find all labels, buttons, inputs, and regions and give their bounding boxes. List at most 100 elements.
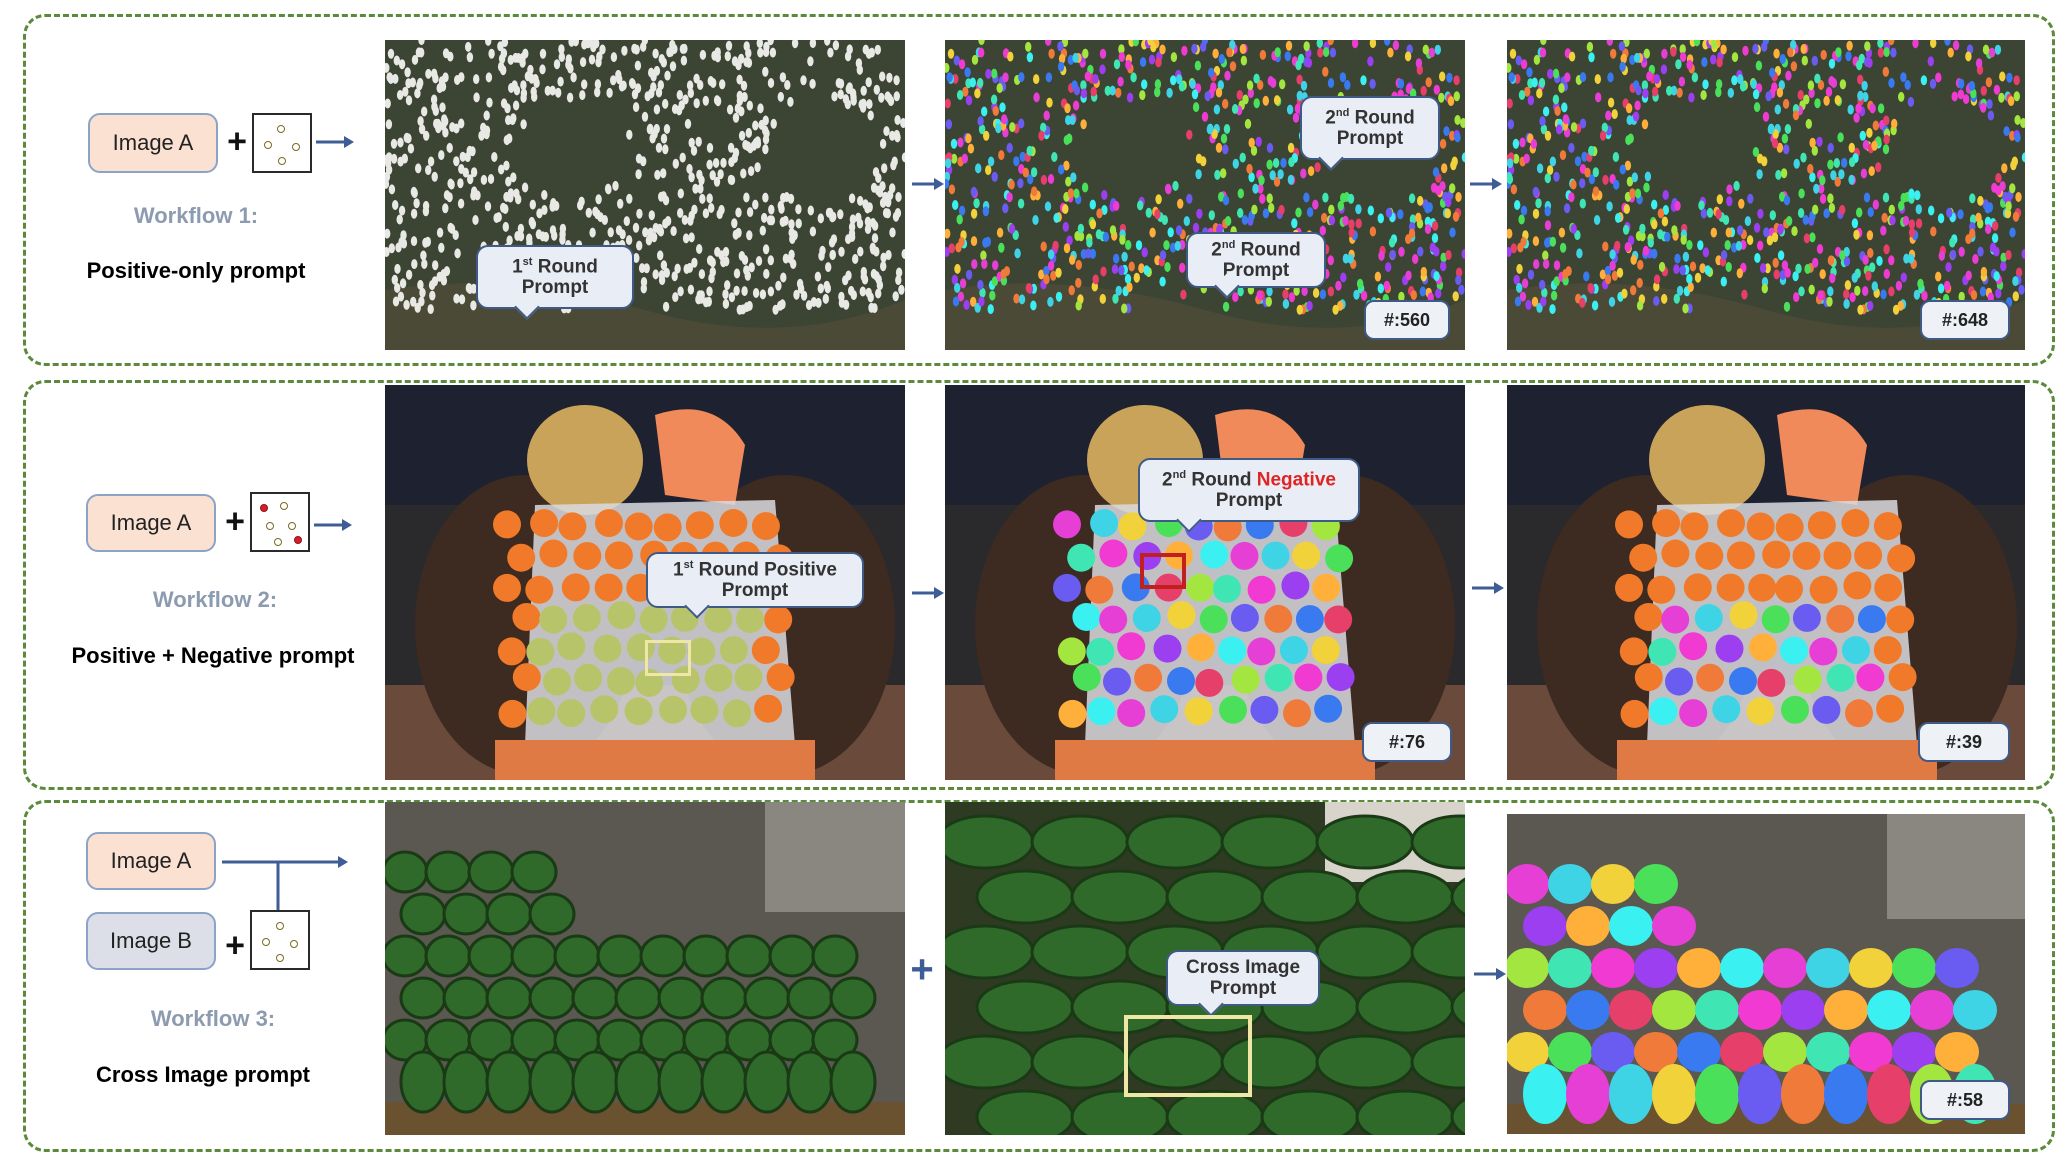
sheep-mark (1118, 52, 1125, 62)
sheep-segmented-image (945, 40, 1465, 350)
sheep-mark (438, 150, 445, 161)
sheep-mark (1700, 90, 1707, 101)
watermelon-mark (385, 850, 429, 894)
sheep-mark (671, 271, 678, 282)
fruit-mark (1117, 632, 1146, 661)
sheep-mark (1040, 122, 1047, 133)
sheep-mark (1606, 201, 1613, 212)
sheep-mark (653, 104, 661, 115)
sheep-mark (398, 59, 406, 70)
sheep-mark (399, 278, 407, 289)
sheep-mark (1800, 152, 1807, 163)
sheep-mark (502, 204, 509, 214)
sheep-mark (1662, 205, 1669, 215)
sheep-mark (1866, 127, 1873, 138)
sheep-mark (589, 227, 596, 238)
watermelon-mark (614, 1050, 662, 1114)
sheep-mark (1518, 90, 1526, 100)
workflow-1-subtitle: Positive-only prompt (86, 258, 306, 283)
sheep-mark (699, 49, 707, 60)
sheep-mark (881, 163, 888, 174)
sheep-mark (974, 88, 981, 99)
watermelon-mark (1450, 987, 1465, 1027)
sheep-mark (1951, 91, 1958, 102)
sheep-mark (441, 114, 448, 125)
sheep-mark (1756, 169, 1763, 180)
sheep-mark (1864, 41, 1871, 52)
fruit-mark (1717, 509, 1745, 538)
sheep-mark (1410, 290, 1417, 301)
sheep-mark (867, 110, 874, 121)
sheep-mark (1111, 264, 1119, 275)
sheep-mark (1183, 216, 1190, 227)
sheep-mark (1277, 169, 1284, 180)
sheep-mark (1947, 47, 1954, 58)
sheep-mark (1328, 215, 1336, 226)
cross-image-selection-box (1124, 1015, 1252, 1097)
sheep-mark (1194, 60, 1202, 71)
sheep-mark (514, 231, 521, 241)
sheep-mark (1433, 84, 1440, 95)
sheep-mark (462, 167, 469, 178)
sheep-mark (1229, 40, 1236, 50)
sheep-mark (663, 267, 670, 278)
sheep-mark (1224, 70, 1231, 81)
sheep-mark (1857, 304, 1864, 315)
sheep-mark (1172, 180, 1179, 191)
sheep-mark (1920, 75, 1928, 86)
sheep-mark (1985, 224, 1992, 235)
sheep-mark (1673, 293, 1680, 304)
sheep-mark (1601, 122, 1608, 133)
sheep-mark (1050, 270, 1057, 281)
fruit-mark (1886, 605, 1915, 634)
sheep-mark (985, 165, 992, 176)
watermelon-mark (1548, 1032, 1592, 1072)
sheep-mark (982, 237, 989, 248)
sheep-mark (1300, 168, 1307, 179)
sheep-mark (767, 286, 775, 297)
sheep-mark (1755, 60, 1763, 71)
sheep-mark (1999, 71, 2006, 82)
watermelon-mark (399, 1050, 447, 1114)
sheep-mark (2012, 211, 2020, 222)
fruit-mark (1186, 633, 1215, 662)
sheep-mark (1881, 212, 1888, 223)
sheep-mark (1047, 260, 1055, 271)
right-arrow-icon (316, 136, 354, 148)
sheep-mark (418, 47, 425, 58)
watermelon-mark (1763, 1032, 1807, 1072)
sheep-mark (650, 82, 657, 93)
sheep-mark (755, 256, 763, 266)
sheep-mark (977, 279, 984, 290)
sheep-mark (1069, 254, 1076, 265)
sheep-mark (977, 77, 984, 88)
sheep-mark (998, 242, 1005, 253)
fruit-mark (574, 663, 603, 692)
fruit-mark (1809, 575, 1838, 604)
sheep-mark (1532, 208, 1540, 219)
fruit-mark (1729, 601, 1758, 630)
count-badge: #:560 (1364, 300, 1450, 340)
sheep-mark (1791, 226, 1798, 237)
sheep-mark (1519, 137, 1526, 148)
sheep-mark (385, 98, 391, 109)
sheep-mark (1417, 246, 1424, 257)
fruit-mark (1312, 573, 1341, 602)
sheep-mark (487, 174, 495, 184)
sheep-mark (1301, 286, 1308, 297)
sheep-mark (669, 61, 677, 72)
sheep-mark (1609, 260, 1616, 271)
sheep-mark (1746, 235, 1754, 246)
sheep-mark (1256, 290, 1263, 301)
watermelon-mark (1355, 979, 1455, 1035)
sheep-mark (684, 118, 692, 129)
sheep-mark (1661, 48, 1668, 59)
sheep-mark (1716, 57, 1723, 68)
sheep-mark (1762, 111, 1770, 122)
sheep-mark (978, 124, 986, 135)
sheep-mark (1132, 40, 1139, 47)
sheep-mark (1995, 173, 2002, 183)
sheep-mark (1138, 263, 1145, 274)
sheep-mark (741, 255, 749, 265)
sheep-mark (1642, 245, 1650, 256)
